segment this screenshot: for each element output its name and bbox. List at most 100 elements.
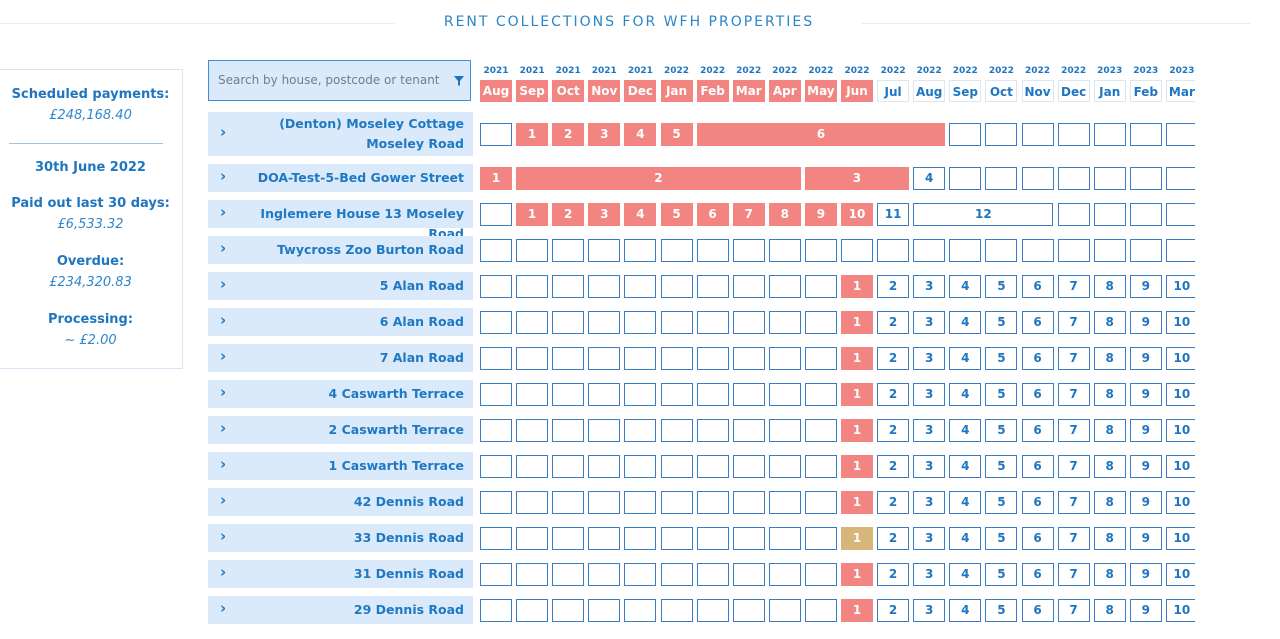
payment-cell[interactable]: 10 <box>1165 382 1195 406</box>
property-row[interactable]: › 4 Caswarth Terrace <box>208 380 473 408</box>
payment-cell[interactable]: 2 <box>877 454 910 478</box>
payment-cell[interactable]: 1 <box>480 166 512 190</box>
payment-cell[interactable]: 3 <box>913 418 946 442</box>
payment-cell[interactable]: 2 <box>877 310 910 334</box>
payment-cell[interactable]: 7 <box>1057 454 1090 478</box>
payment-cell[interactable]: 9 <box>1129 274 1162 298</box>
payment-cell[interactable]: 6 <box>1021 598 1054 622</box>
search-box[interactable]: Search by house, postcode or tenant <box>208 60 471 101</box>
payment-cell[interactable]: 6 <box>1021 382 1054 406</box>
payment-cell[interactable]: 2 <box>877 346 910 370</box>
payment-cell[interactable]: 4 <box>949 598 982 622</box>
payment-cell[interactable]: 2 <box>877 598 910 622</box>
expand-arrow[interactable]: › <box>220 491 227 509</box>
expand-arrow[interactable]: › <box>220 167 227 185</box>
payment-cell[interactable]: 3 <box>913 382 946 406</box>
payment-cell[interactable]: 8 <box>1093 454 1126 478</box>
payment-cell[interactable]: 1 <box>841 526 873 550</box>
payment-cell[interactable]: 5 <box>985 490 1018 514</box>
payment-cell[interactable]: 1 <box>841 454 873 478</box>
payment-cell[interactable]: 1 <box>841 310 873 334</box>
payment-cell[interactable]: 10 <box>1165 490 1195 514</box>
payment-cell[interactable]: 8 <box>1093 310 1126 334</box>
payment-cell[interactable]: 2 <box>877 562 910 586</box>
payment-cell[interactable]: 8 <box>1093 418 1126 442</box>
payment-cell[interactable]: 4 <box>949 454 982 478</box>
property-row[interactable]: › 2 Caswarth Terrace <box>208 416 473 444</box>
property-row[interactable]: › (Denton) Moseley Cottage Moseley Road <box>208 112 473 156</box>
payment-cell[interactable]: 3 <box>913 274 946 298</box>
payment-cell[interactable]: 3 <box>913 490 946 514</box>
expand-arrow[interactable]: › <box>220 239 227 257</box>
payment-cell[interactable]: 9 <box>1129 418 1162 442</box>
payment-cell[interactable]: 3 <box>913 598 946 622</box>
payment-cell[interactable]: 7 <box>1057 562 1090 586</box>
payment-cell[interactable]: 8 <box>1093 382 1126 406</box>
payment-cell[interactable]: 4 <box>949 274 982 298</box>
payment-cell[interactable]: 1 <box>841 382 873 406</box>
payment-cell[interactable]: 1 <box>841 562 873 586</box>
payment-cell[interactable]: 8 <box>1093 274 1126 298</box>
payment-cell[interactable]: 2 <box>877 490 910 514</box>
payment-cell[interactable]: 7 <box>1057 274 1090 298</box>
property-row[interactable]: › 42 Dennis Road <box>208 488 473 516</box>
payment-cell[interactable]: 5 <box>985 346 1018 370</box>
payment-cell[interactable]: 7 <box>1057 526 1090 550</box>
payment-cell[interactable]: 1 <box>841 598 873 622</box>
payment-cell[interactable]: 4 <box>949 382 982 406</box>
payment-cell[interactable]: 2 <box>552 122 585 146</box>
payment-cell[interactable]: 6 <box>1021 490 1054 514</box>
payment-cell[interactable]: 5 <box>985 418 1018 442</box>
payment-cell[interactable]: 6 <box>1021 562 1054 586</box>
payment-cell[interactable]: 6 <box>1021 346 1054 370</box>
payment-cell[interactable]: 5 <box>985 310 1018 334</box>
payment-cell[interactable]: 3 <box>913 526 946 550</box>
payment-cell[interactable]: 9 <box>804 202 837 226</box>
property-row[interactable]: › 7 Alan Road <box>208 344 473 372</box>
payment-cell[interactable]: 10 <box>1165 526 1195 550</box>
property-row[interactable]: › Twycross Zoo Burton Road <box>208 236 473 264</box>
payment-cell[interactable]: 4 <box>624 122 657 146</box>
payment-cell[interactable]: 10 <box>1165 310 1195 334</box>
payment-cell[interactable]: 4 <box>949 526 982 550</box>
payment-cell[interactable]: 12 <box>913 202 1054 226</box>
property-row[interactable]: › 6 Alan Road <box>208 308 473 336</box>
payment-cell[interactable]: 6 <box>1021 310 1054 334</box>
expand-arrow[interactable]: › <box>220 203 227 221</box>
payment-cell[interactable]: 8 <box>768 202 801 226</box>
payment-cell[interactable]: 10 <box>1165 562 1195 586</box>
payment-cell[interactable]: 9 <box>1129 562 1162 586</box>
payment-cell[interactable]: 3 <box>913 454 946 478</box>
property-row[interactable]: › Inglemere House 13 Moseley Road <box>208 200 473 241</box>
payment-cell[interactable]: 10 <box>1165 598 1195 622</box>
payment-cell[interactable]: 3 <box>913 346 946 370</box>
payment-cell[interactable]: 9 <box>1129 382 1162 406</box>
payment-cell[interactable]: 4 <box>913 166 946 190</box>
expand-arrow[interactable]: › <box>220 419 227 437</box>
payment-cell[interactable]: 3 <box>804 166 910 190</box>
payment-cell[interactable]: 7 <box>1057 310 1090 334</box>
property-row[interactable]: › 31 Dennis Road <box>208 560 473 588</box>
expand-arrow[interactable]: › <box>220 311 227 329</box>
payment-cell[interactable]: 7 <box>1057 346 1090 370</box>
payment-cell[interactable]: 10 <box>1165 274 1195 298</box>
payment-cell[interactable]: 10 <box>841 202 873 226</box>
payment-cell[interactable]: 9 <box>1129 346 1162 370</box>
payment-cell[interactable]: 8 <box>1093 346 1126 370</box>
payment-cell[interactable]: 9 <box>1129 526 1162 550</box>
payment-cell[interactable]: 3 <box>913 310 946 334</box>
payment-cell[interactable]: 9 <box>1129 490 1162 514</box>
expand-arrow[interactable]: › <box>220 527 227 545</box>
payment-cell[interactable]: 10 <box>1165 418 1195 442</box>
payment-cell[interactable]: 4 <box>949 490 982 514</box>
property-row[interactable]: › DOA-Test-5-Bed Gower Street <box>208 164 473 192</box>
payment-cell[interactable]: 6 <box>1021 418 1054 442</box>
expand-arrow[interactable]: › <box>220 383 227 401</box>
payment-cell[interactable]: 2 <box>877 274 910 298</box>
property-row[interactable]: › 29 Dennis Road <box>208 596 473 624</box>
payment-cell[interactable]: 2 <box>877 418 910 442</box>
payment-cell[interactable]: 3 <box>913 562 946 586</box>
payment-cell[interactable]: 5 <box>660 202 693 226</box>
expand-arrow[interactable]: › <box>220 599 227 617</box>
payment-cell[interactable]: 3 <box>588 202 621 226</box>
